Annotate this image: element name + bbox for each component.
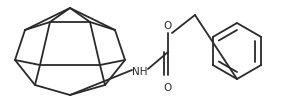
Text: O: O <box>164 21 172 31</box>
Text: NH: NH <box>132 67 148 77</box>
Text: O: O <box>164 83 172 93</box>
